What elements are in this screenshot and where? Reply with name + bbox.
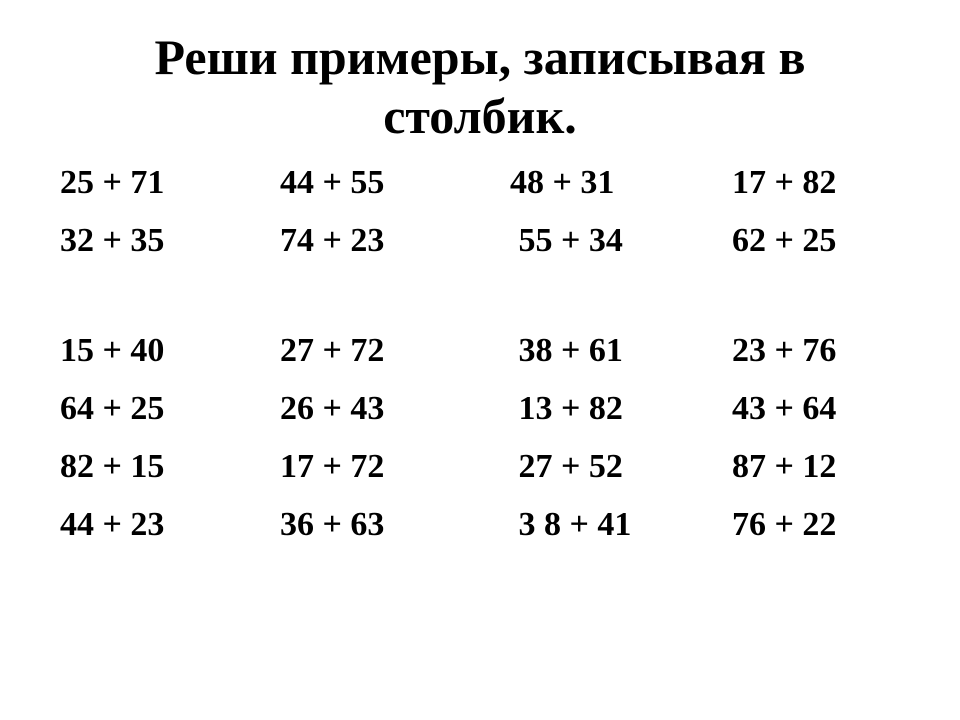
worksheet-page: Реши примеры, записывая в столбик. 25 + … (0, 0, 960, 720)
problem-cell: 55 + 34 (480, 212, 690, 270)
problem-cell: 17 + 72 (270, 438, 480, 496)
problem-cell: 27 + 72 (270, 270, 480, 380)
page-title: Реши примеры, записывая в столбик. (60, 28, 900, 146)
problem-cell: 38 + 61 (480, 270, 690, 380)
problem-cell: 44 + 55 (270, 154, 480, 212)
problem-cell: 82 + 15 (60, 438, 270, 496)
problem-cell: 76 + 22 (690, 496, 900, 554)
problem-cell: 74 + 23 (270, 212, 480, 270)
problem-cell: 26 + 43 (270, 380, 480, 438)
problems-grid: 25 + 71 44 + 55 48 + 31 17 + 82 32 + 35 … (60, 154, 900, 554)
problem-cell: 87 + 12 (690, 438, 900, 496)
problem-cell: 23 + 76 (690, 270, 900, 380)
problem-cell: 27 + 52 (480, 438, 690, 496)
problem-cell: 36 + 63 (270, 496, 480, 554)
title-line-2: столбик. (383, 88, 577, 144)
problem-cell: 17 + 82 (690, 154, 900, 212)
problem-cell: 43 + 64 (690, 380, 900, 438)
problem-cell: 44 + 23 (60, 496, 270, 554)
problem-cell: 62 + 25 (690, 212, 900, 270)
problem-cell: 13 + 82 (480, 380, 690, 438)
problem-cell: 48 + 31 (480, 154, 690, 212)
problem-cell: 25 + 71 (60, 154, 270, 212)
problem-cell: 15 + 40 (60, 270, 270, 380)
problem-cell: 32 + 35 (60, 212, 270, 270)
title-line-1: Реши примеры, записывая в (155, 29, 806, 85)
problem-cell: 64 + 25 (60, 380, 270, 438)
problem-cell: 3 8 + 41 (480, 496, 690, 554)
